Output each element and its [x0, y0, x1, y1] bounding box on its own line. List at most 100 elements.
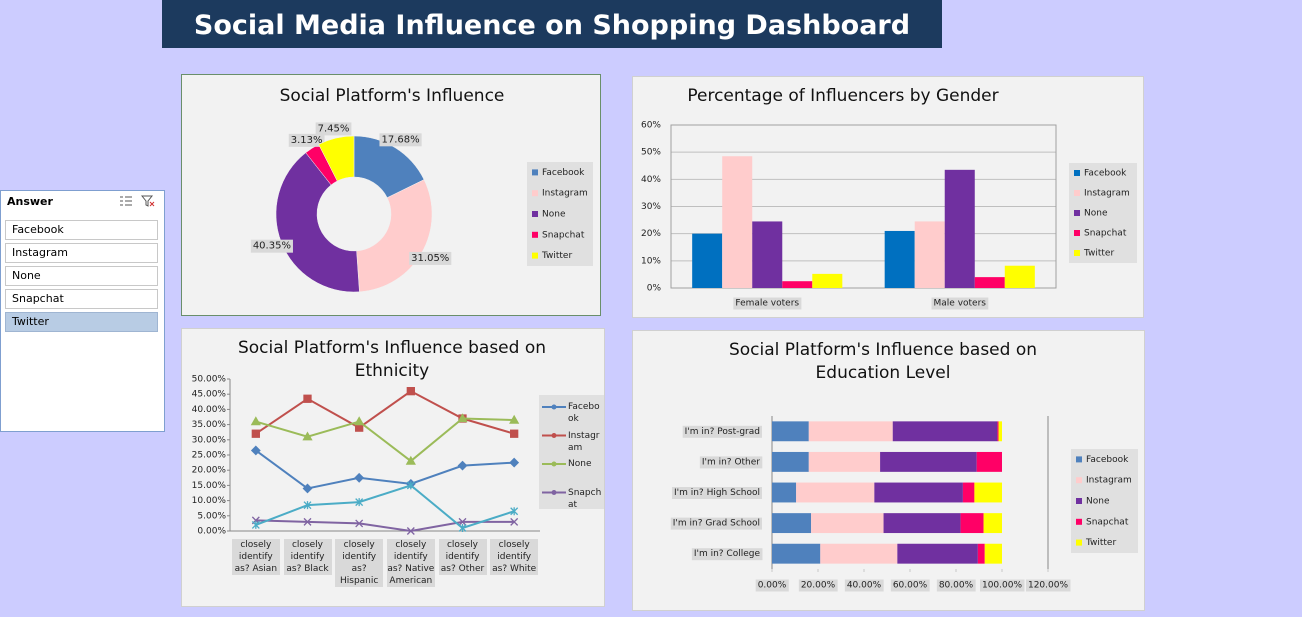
slicer-items: Facebook Instagram None Snapchat Twitter: [1, 220, 164, 332]
y-tick-label-bg: [671, 487, 762, 499]
chart-title: Social Platform's Influence: [279, 86, 505, 106]
y-tick-label: 0.00%: [197, 527, 226, 537]
x-tick-label-bg: [890, 579, 930, 592]
x-tick-label: Male voters: [934, 299, 987, 309]
bar: [752, 221, 783, 288]
y-tick-label: 40%: [641, 175, 661, 185]
x-tick-label-bg: [936, 579, 976, 592]
legend-label: None: [1084, 209, 1108, 219]
bar: [884, 230, 915, 288]
bar-segment: [977, 543, 985, 564]
slicer-item[interactable]: Instagram: [5, 243, 158, 263]
chart-panel: Percentage of Influencers by Gender 0% 10%…: [632, 76, 1144, 318]
bar: [974, 277, 1005, 288]
marker: [458, 523, 467, 532]
marker: [250, 445, 261, 456]
multi-select-icon[interactable]: [119, 195, 133, 207]
legend-swatch: [1076, 477, 1082, 484]
slicer-item[interactable]: None: [5, 266, 158, 286]
data-label-bg: [315, 122, 352, 136]
slicer-item[interactable]: Facebook: [5, 220, 158, 240]
line: [255, 519, 515, 533]
x-tick-label-box: closely identify as? Other: [438, 539, 487, 575]
legend-label: Facebook: [568, 402, 600, 424]
bar-segment: [880, 451, 977, 472]
y-tick-label: 25.00%: [192, 451, 227, 461]
bar-segment: [984, 543, 1002, 564]
y-tick-label: 30%: [641, 202, 661, 212]
chart-title: Percentage of Influencers by Gender: [687, 86, 999, 106]
marker: [510, 429, 519, 438]
legend-label-box: None: [568, 459, 591, 469]
y-tick-label: I'm in? High School: [674, 488, 760, 498]
data-label: 3.13%: [291, 135, 323, 146]
data-label: 17.68%: [381, 134, 419, 145]
clear-filter-icon[interactable]: [141, 195, 155, 207]
x-tick-label-bg: [844, 579, 884, 592]
legend-label: Twitter: [541, 251, 572, 261]
legend-swatch: [532, 231, 538, 238]
y-tick-label: 60%: [641, 121, 661, 131]
chart-panel: Social Platform's Influence based on Eth…: [181, 328, 605, 607]
marker: [457, 460, 468, 471]
bar-segment: [772, 543, 821, 564]
legend-swatch: [1074, 230, 1080, 236]
legend-label: Snapchat: [542, 230, 585, 240]
y-tick-label: 45.00%: [192, 390, 227, 400]
legend-label-box: Snapchat: [568, 487, 602, 510]
legend-swatch: [1076, 518, 1082, 525]
legend-swatch: [1076, 539, 1082, 546]
x-tick-label: 40.00%: [847, 581, 882, 591]
bar-segment: [962, 482, 975, 503]
y-tick-label-bg: [670, 517, 762, 530]
legend-swatch: [532, 252, 538, 259]
bar-segment: [811, 513, 884, 534]
y-tick-label: 15.00%: [192, 481, 227, 491]
data-label: 40.35%: [253, 241, 291, 252]
bar: [692, 233, 723, 288]
slicer: Answer Facebook Instagram None Snapchat Twit…: [0, 190, 165, 432]
x-tick-label-box: closely identify as? Asian: [231, 539, 280, 575]
data-label-bg: [250, 239, 293, 253]
legend-label: Snapchat: [568, 487, 602, 510]
legend-label: None: [1086, 497, 1110, 507]
donut-slice: [275, 152, 360, 293]
line: [255, 449, 515, 490]
chart-title: Social Platform's Influence based on Edu…: [728, 340, 1038, 383]
x-tick-label-bg: [1025, 579, 1071, 592]
legend-swatch: [1076, 456, 1082, 463]
legend-swatch: [1074, 190, 1080, 196]
slicer-item[interactable]: Twitter: [5, 312, 158, 332]
marker: [303, 517, 312, 526]
bar: [722, 156, 753, 288]
legend-label: Snapchat: [1086, 517, 1129, 527]
marker: [405, 455, 416, 465]
x-tick-label: closely identify as? Black: [283, 539, 332, 575]
x-tick-label: closely identify as? White: [490, 539, 539, 575]
marker: [302, 431, 313, 441]
chart: Social Platform's Influence based on Eth…: [192, 338, 604, 587]
bar-segment: [983, 513, 1002, 534]
x-tick-label-bg: [733, 297, 802, 310]
slicer-title: Answer: [7, 195, 53, 208]
legend-swatch: [1074, 250, 1080, 256]
legend-label: None: [542, 210, 566, 220]
line: [255, 389, 515, 435]
chart-title-box: Social Platform's Influence based on Edu…: [728, 340, 1038, 383]
bar: [944, 169, 975, 288]
bar: [1004, 265, 1035, 288]
bar-segment: [998, 421, 1002, 442]
x-tick-label: 0.00%: [758, 581, 787, 591]
x-tick-label: 120.00%: [1028, 581, 1068, 591]
marker: [406, 481, 415, 490]
bar-segment: [892, 421, 998, 442]
data-label: 7.45%: [318, 123, 350, 134]
donut-slice: [356, 179, 433, 293]
legend-swatch: [532, 211, 538, 217]
dashboard-title: Social Media Influence on Shopping Dashb…: [162, 0, 942, 48]
slicer-item[interactable]: Snapchat: [5, 289, 158, 309]
legend-swatch: [1076, 498, 1082, 504]
marker: [303, 394, 312, 403]
data-label-bg: [288, 133, 325, 147]
y-tick-label: 20%: [641, 229, 661, 239]
